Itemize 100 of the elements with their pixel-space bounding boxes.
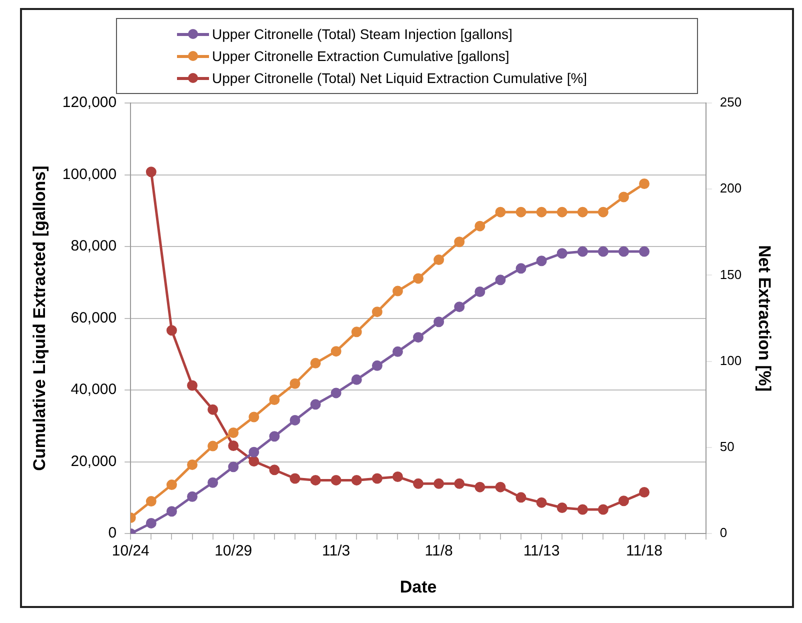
y-tick-label: 80,000 — [70, 238, 117, 255]
point — [392, 346, 403, 357]
point — [208, 404, 218, 415]
point — [556, 502, 568, 514]
point — [474, 286, 486, 297]
point — [248, 412, 260, 422]
point — [330, 388, 342, 398]
point — [516, 492, 526, 503]
point — [248, 456, 260, 467]
point — [208, 477, 218, 488]
point — [639, 178, 650, 189]
point — [269, 431, 280, 442]
legend-label: Upper Citronelle (Total) Steam Injection [gallons] — [212, 26, 512, 42]
point — [536, 256, 547, 266]
y2-axis-title: Net Extraction [%] — [755, 245, 774, 392]
point — [516, 263, 526, 274]
point — [269, 464, 280, 476]
point — [454, 478, 465, 489]
point — [187, 459, 198, 470]
point — [372, 360, 382, 371]
point — [413, 332, 424, 343]
point — [146, 496, 156, 507]
point — [474, 220, 486, 232]
point — [228, 462, 239, 472]
x-tick-label: 11/13 — [523, 542, 560, 560]
y-tick-label: 100,000 — [62, 166, 117, 183]
point — [187, 380, 198, 391]
point — [434, 254, 444, 266]
point — [392, 286, 403, 296]
x-tick-label: 10/29 — [214, 542, 252, 560]
y-tick-label: 0 — [108, 524, 117, 542]
point — [310, 474, 321, 486]
point — [516, 206, 526, 218]
point — [290, 414, 300, 426]
point — [639, 246, 650, 257]
point — [166, 325, 177, 336]
x-tick-label: 11/8 — [424, 542, 453, 560]
x-tick-label: 11/18 — [626, 542, 662, 560]
point — [454, 302, 465, 312]
y-tick-label: 60,000 — [70, 309, 117, 326]
point — [269, 394, 280, 406]
point — [495, 482, 506, 492]
point — [351, 326, 362, 338]
legend-label: Upper Citronelle Extraction Cumulative [gallons] — [212, 48, 510, 64]
point — [474, 482, 486, 492]
y-axis-title: Cumulative Liquid Extracted [gallons] — [30, 166, 49, 471]
point — [392, 472, 403, 482]
y-tick-label: 120,000 — [62, 94, 117, 112]
point — [577, 206, 588, 218]
y2-tick-label: 50 — [720, 439, 734, 454]
point — [372, 473, 382, 484]
point — [330, 474, 342, 486]
point — [577, 504, 588, 515]
point — [351, 474, 362, 486]
point — [598, 206, 608, 218]
point — [536, 206, 547, 218]
point — [639, 487, 650, 498]
point — [290, 378, 300, 389]
point — [146, 518, 156, 528]
point — [187, 491, 198, 502]
y-tick-label: 20,000 — [70, 452, 117, 470]
point — [330, 346, 342, 357]
point — [372, 306, 382, 318]
point — [556, 206, 568, 218]
point — [413, 273, 424, 284]
point — [618, 192, 629, 202]
point — [248, 446, 260, 458]
point — [434, 316, 444, 328]
y2-tick-label: 0 — [720, 525, 728, 540]
point — [618, 246, 629, 257]
point — [166, 506, 177, 517]
point — [413, 478, 424, 489]
point — [434, 478, 444, 489]
point — [618, 496, 629, 506]
x-tick-label: 10/24 — [112, 542, 150, 560]
y2-tick-label: 100 — [720, 352, 742, 368]
y2-tick-label: 250 — [720, 94, 742, 110]
point — [166, 480, 177, 490]
point — [454, 236, 465, 248]
point — [310, 399, 321, 410]
y2-tick-label: 200 — [720, 180, 742, 196]
point — [495, 206, 506, 218]
point — [598, 246, 608, 257]
point — [146, 166, 156, 178]
point — [228, 428, 239, 438]
point — [351, 374, 362, 385]
point — [598, 504, 608, 515]
point — [228, 440, 239, 452]
point — [577, 246, 588, 257]
y2-tick-label: 150 — [720, 266, 742, 282]
point — [536, 497, 547, 508]
point — [290, 473, 300, 484]
point — [556, 248, 568, 259]
point — [208, 440, 218, 452]
x-axis-title: Date — [400, 577, 437, 596]
x-tick-label: 11/3 — [322, 542, 350, 560]
point — [495, 274, 506, 286]
legend-label: Upper Citronelle (Total) Net Liquid Extraction Cumulative [%] — [212, 70, 588, 86]
y-tick-label: 40,000 — [70, 381, 117, 398]
point — [310, 358, 321, 368]
